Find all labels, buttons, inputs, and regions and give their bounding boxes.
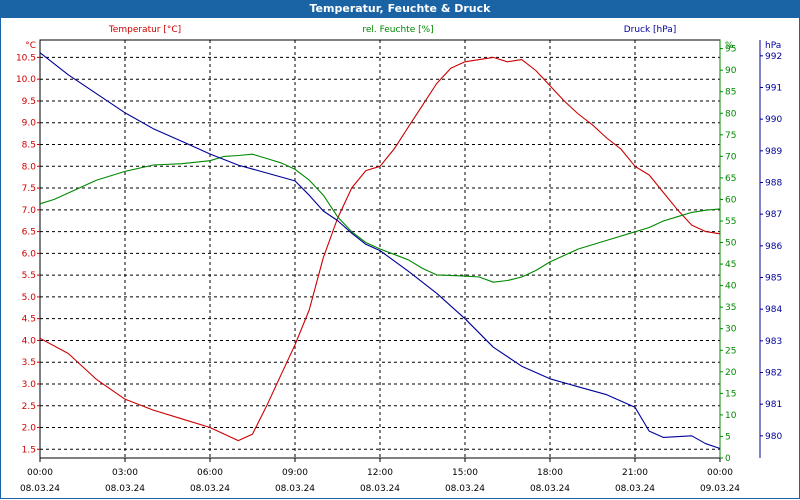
temperature-tick-label: 9.5 — [22, 97, 36, 107]
humidity-tick-label: 75 — [725, 131, 736, 141]
temperature-unit-label: °C — [25, 41, 36, 51]
humidity-unit-label: % — [725, 41, 734, 51]
temperature-axis-title: Temperatur [°C] — [108, 25, 181, 35]
humidity-tick-label: 20 — [725, 368, 737, 378]
x-tick-time: 03:00 — [112, 468, 138, 478]
temperature-tick-label: 6.5 — [22, 228, 36, 238]
temperature-tick-label: 9.0 — [22, 119, 37, 129]
pressure-tick-label: 981 — [765, 400, 782, 410]
humidity-tick-label: 55 — [725, 217, 736, 227]
pressure-tick-label: 990 — [765, 115, 782, 125]
x-tick-time: 00:00 — [707, 468, 733, 478]
x-tick-date: 08.03.24 — [275, 484, 315, 494]
temperature-tick-label: 10.5 — [16, 53, 36, 63]
temperature-tick-label: 5.0 — [22, 293, 37, 303]
x-tick-time: 06:00 — [197, 468, 223, 478]
pressure-tick-label: 987 — [765, 210, 782, 220]
x-tick-date: 08.03.24 — [190, 484, 230, 494]
x-tick-date: 08.03.24 — [530, 484, 570, 494]
humidity-tick-label: 80 — [725, 109, 737, 119]
humidity-tick-label: 95 — [725, 45, 736, 55]
humidity-tick-label: 85 — [725, 88, 736, 98]
humidity-tick-label: 25 — [725, 346, 736, 356]
humidity-tick-label: 70 — [725, 152, 737, 162]
x-tick-date: 08.03.24 — [20, 484, 60, 494]
x-tick-date: 08.03.24 — [615, 484, 655, 494]
temperature-series-line — [39, 56, 721, 442]
humidity-axis-title: rel. Feuchte [%] — [362, 25, 433, 35]
pressure-tick-label: 988 — [765, 179, 782, 189]
temperature-tick-label: 4.0 — [22, 336, 37, 346]
temperature-tick-label: 1.5 — [22, 445, 36, 455]
x-tick-date: 08.03.24 — [445, 484, 485, 494]
humidity-tick-label: 0 — [725, 454, 731, 464]
humidity-tick-label: 5 — [725, 432, 731, 442]
pressure-tick-label: 989 — [765, 147, 782, 157]
x-tick-time: 15:00 — [452, 468, 478, 478]
humidity-tick-label: 90 — [725, 66, 737, 76]
temperature-tick-label: 10.0 — [16, 75, 36, 85]
pressure-tick-label: 982 — [765, 369, 782, 379]
pressure-tick-label: 980 — [765, 432, 782, 442]
temperature-tick-label: 7.5 — [22, 184, 36, 194]
temperature-tick-label: 8.0 — [22, 162, 37, 172]
x-tick-time: 18:00 — [537, 468, 563, 478]
chart-title: Temperatur, Feuchte & Druck — [0, 0, 800, 18]
temperature-tick-label: 8.5 — [22, 141, 36, 151]
pressure-tick-label: 985 — [765, 274, 782, 284]
humidity-tick-label: 15 — [725, 389, 736, 399]
humidity-tick-label: 65 — [725, 174, 736, 184]
humidity-tick-label: 40 — [725, 282, 737, 292]
x-tick-date: 08.03.24 — [360, 484, 400, 494]
pressure-tick-label: 986 — [765, 242, 782, 252]
temperature-tick-label: 3.5 — [22, 358, 36, 368]
pressure-axis-title: Druck [hPa] — [624, 25, 677, 35]
temperature-tick-label: 3.0 — [22, 380, 37, 390]
temperature-tick-label: 4.5 — [22, 315, 36, 325]
pressure-tick-label: 983 — [765, 337, 782, 347]
x-tick-date: 08.03.24 — [105, 484, 145, 494]
pressure-series-line — [39, 52, 721, 450]
temperature-tick-label: 6.0 — [22, 249, 37, 259]
temperature-tick-label: 2.5 — [22, 402, 36, 412]
x-tick-time: 21:00 — [622, 468, 648, 478]
humidity-tick-label: 60 — [725, 195, 737, 205]
humidity-tick-label: 35 — [725, 303, 736, 313]
temperature-tick-label: 7.0 — [22, 206, 37, 216]
pressure-tick-label: 991 — [765, 84, 782, 94]
pressure-unit-label: hPa — [765, 41, 781, 51]
humidity-tick-label: 50 — [725, 239, 737, 249]
pressure-tick-label: 992 — [765, 52, 782, 62]
pressure-tick-label: 984 — [765, 305, 782, 315]
x-tick-time: 12:00 — [367, 468, 393, 478]
humidity-tick-label: 45 — [725, 260, 736, 270]
x-tick-time: 00:00 — [27, 468, 53, 478]
humidity-series-line — [39, 153, 721, 283]
humidity-tick-label: 10 — [725, 411, 737, 421]
temperature-tick-label: 5.5 — [22, 271, 36, 281]
x-tick-time: 09:00 — [282, 468, 308, 478]
humidity-tick-label: 30 — [725, 325, 737, 335]
temperature-tick-label: 2.0 — [22, 424, 37, 434]
x-tick-date: 09.03.24 — [700, 484, 740, 494]
